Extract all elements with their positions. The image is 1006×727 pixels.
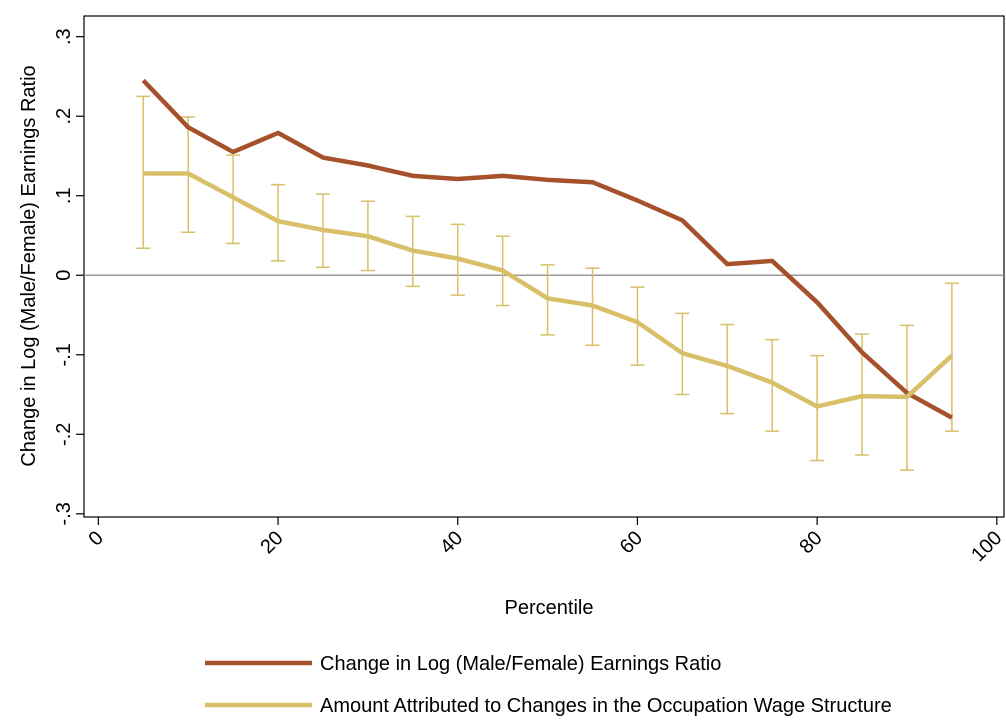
y-tick-label: .2: [53, 108, 75, 125]
y-tick-label: -.1: [53, 343, 75, 366]
error-bar: [720, 323, 735, 415]
x-tick-label: 100: [967, 527, 1006, 566]
y-tick-label: -.2: [53, 423, 75, 446]
series-line: [141, 78, 953, 420]
x-tick-label: 40: [436, 527, 467, 558]
legend-label: Change in Log (Male/Female) Earnings Rat…: [320, 653, 721, 675]
x-axis-label: Percentile: [505, 597, 594, 619]
plot-frame: [83, 15, 1005, 518]
error-bar: [765, 338, 780, 432]
y-tick-label: .3: [53, 28, 75, 45]
legend-label: Amount Attributed to Changes in the Occu…: [320, 695, 892, 717]
x-tick-label: 20: [256, 527, 287, 558]
y-axis-label: Change in Log (Male/Female) Earnings Rat…: [18, 65, 40, 466]
y-tick-label: .1: [53, 187, 75, 204]
y-tick-label: 0: [53, 270, 75, 281]
y-tick-label: -.3: [53, 502, 75, 525]
x-tick-label: 60: [616, 527, 647, 558]
x-tick-label: 80: [795, 527, 826, 558]
x-tick-label: 0: [84, 527, 107, 550]
series-line: [143, 171, 954, 409]
error-bar: [630, 286, 645, 366]
